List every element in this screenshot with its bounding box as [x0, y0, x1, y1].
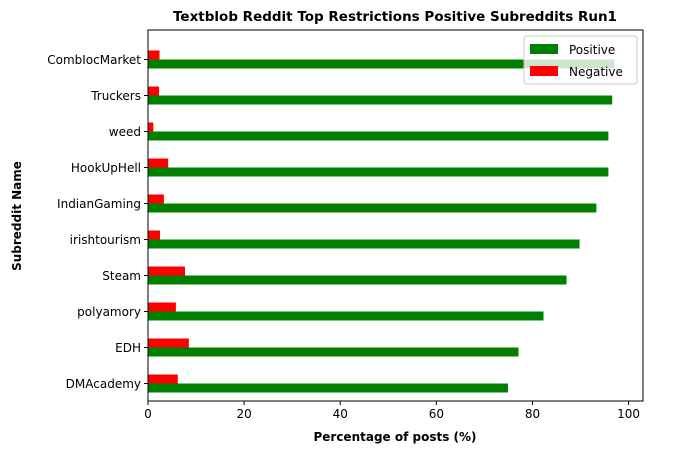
- y-tick-label: Truckers: [90, 89, 141, 103]
- y-axis-label: Subreddit Name: [10, 161, 24, 271]
- x-tick-label: 40: [333, 407, 348, 421]
- plot-area: DMAcademy EDH polyamory Steam irishtourism In…: [47, 29, 644, 421]
- y-tick-label: weed: [109, 125, 141, 139]
- bar-negative: [148, 194, 164, 204]
- y-tick-label: EDH: [115, 341, 141, 355]
- bar-positive: [148, 167, 609, 177]
- bar-negative: [148, 338, 189, 348]
- legend-label-negative: Negative: [569, 65, 623, 79]
- legend-swatch-negative: [530, 66, 558, 76]
- x-tick-label: 20: [236, 407, 251, 421]
- bar-positive: [148, 203, 597, 213]
- bar-positive: [148, 383, 508, 393]
- bar-negative: [148, 230, 161, 240]
- y-tick-label: HookUpHell: [71, 161, 141, 175]
- bar-positive: [148, 131, 609, 141]
- y-tick-label: Steam: [102, 269, 141, 283]
- bar-positive: [148, 311, 544, 321]
- x-tick-label: 0: [144, 407, 152, 421]
- y-tick-label: DMAcademy: [66, 377, 141, 391]
- legend: Positive Negative: [523, 35, 638, 85]
- plot-frame: [147, 29, 644, 402]
- bar-positive: [148, 59, 615, 69]
- legend-label-positive: Positive: [569, 43, 615, 57]
- chart-title: Textblob Reddit Top Restrictions Positiv…: [173, 9, 617, 25]
- bar-negative: [148, 122, 154, 132]
- bar-negative: [148, 302, 176, 312]
- bar-negative: [148, 374, 178, 384]
- bar-negative: [148, 50, 160, 60]
- y-tick-label: irishtourism: [70, 233, 141, 247]
- y-tick-label: CombIocMarket: [47, 53, 141, 67]
- y-tick-label: polyamory: [77, 305, 141, 319]
- x-tick-label: 100: [617, 407, 640, 421]
- x-tick-label: 80: [525, 407, 540, 421]
- bar-positive: [148, 275, 567, 285]
- bar-negative: [148, 158, 169, 168]
- x-tick-label: 60: [429, 407, 444, 421]
- x-axis-label: Percentage of posts (%): [313, 430, 476, 444]
- bar-positive: [148, 239, 580, 249]
- bar-negative: [148, 266, 186, 276]
- bar-negative: [148, 86, 160, 96]
- bar-positive: [148, 95, 613, 105]
- bar-positive: [148, 347, 519, 357]
- legend-swatch-positive: [530, 44, 558, 54]
- y-tick-label: IndianGaming: [57, 197, 141, 211]
